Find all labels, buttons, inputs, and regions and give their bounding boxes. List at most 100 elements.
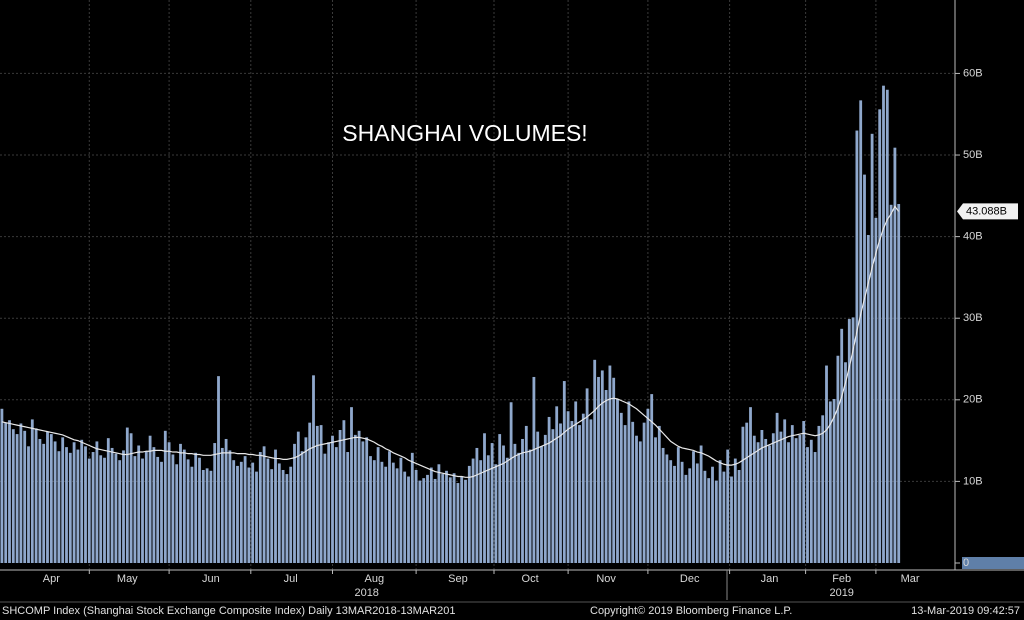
bar (684, 474, 688, 563)
bar (699, 445, 703, 563)
bar (718, 460, 722, 563)
bar (376, 447, 380, 563)
x-tick-label: Jun (202, 573, 220, 585)
bar (315, 425, 319, 563)
bar (547, 416, 551, 563)
bar (110, 447, 114, 563)
bar (631, 421, 635, 563)
bar (578, 425, 581, 563)
year-label: 2018 (354, 587, 378, 599)
bar (61, 437, 65, 563)
bar (87, 458, 91, 563)
bar (30, 419, 34, 563)
bar (885, 89, 889, 563)
bar (878, 109, 882, 563)
bar (228, 450, 232, 563)
bar (638, 441, 642, 563)
bar (802, 421, 806, 563)
bar (688, 468, 692, 563)
bar (141, 458, 144, 563)
axes: 0 10B 20B 30B 40B 50B 60B Apr May Jun Jul Aug Sep Oct… (0, 0, 1024, 603)
bar (414, 469, 418, 563)
bar (391, 462, 395, 563)
bar (783, 419, 787, 563)
bar (399, 457, 403, 563)
bar (243, 456, 247, 563)
bar (559, 423, 562, 563)
bar (258, 452, 262, 563)
bar (798, 434, 802, 563)
bar (623, 425, 627, 563)
bar (760, 430, 764, 563)
bar (277, 463, 281, 563)
bar (8, 420, 11, 563)
bar (148, 435, 152, 563)
bar (650, 394, 654, 563)
bar (304, 437, 308, 563)
bar (175, 464, 179, 563)
x-tick-label: Jul (284, 573, 298, 585)
bar (452, 473, 456, 563)
bar (893, 147, 897, 564)
bar (114, 453, 118, 563)
bar (490, 443, 494, 563)
bar (156, 456, 160, 563)
bar (103, 457, 106, 563)
bar (68, 452, 72, 563)
bar (840, 328, 844, 563)
bar (53, 441, 57, 563)
y-tick-label: 50B (963, 149, 983, 161)
bar (163, 430, 167, 563)
bar (160, 461, 163, 563)
y-tick-label: 40B (963, 231, 983, 243)
bar (540, 446, 543, 563)
bar (498, 434, 502, 563)
year-label: 2019 (829, 587, 853, 599)
bar (813, 452, 817, 563)
bar (346, 452, 350, 563)
bar (874, 217, 878, 564)
bar (15, 434, 19, 563)
bar (0, 408, 4, 563)
bar (342, 420, 346, 563)
bar (581, 413, 585, 563)
bar (475, 447, 479, 563)
bar (528, 449, 532, 563)
bar (388, 451, 391, 563)
bar (505, 457, 509, 563)
bar (532, 376, 536, 563)
bar (502, 445, 505, 563)
bar (661, 447, 665, 563)
bar (612, 377, 616, 563)
bar (42, 443, 46, 563)
bar (144, 451, 148, 563)
bar (562, 381, 566, 563)
bar (665, 454, 669, 563)
bar (152, 447, 156, 563)
bar (692, 451, 695, 563)
bar (521, 438, 524, 563)
bar (57, 451, 61, 563)
bar (646, 408, 650, 563)
bar (673, 465, 676, 563)
bar (825, 365, 828, 563)
bar (790, 425, 794, 563)
bar (870, 133, 874, 563)
bar (597, 376, 600, 563)
bar (285, 474, 289, 563)
bar (551, 429, 555, 563)
bar (464, 479, 467, 563)
bar (319, 425, 323, 563)
bar (847, 319, 851, 563)
x-tick-label: Mar (901, 573, 920, 585)
bar (764, 438, 768, 563)
bar (509, 402, 513, 563)
bar (855, 130, 859, 563)
bar (232, 460, 236, 563)
y-tick-label: 60B (963, 67, 983, 79)
bar (768, 445, 771, 563)
bar (654, 437, 657, 563)
bar (741, 426, 745, 563)
bar (407, 476, 410, 563)
bar (65, 447, 68, 563)
